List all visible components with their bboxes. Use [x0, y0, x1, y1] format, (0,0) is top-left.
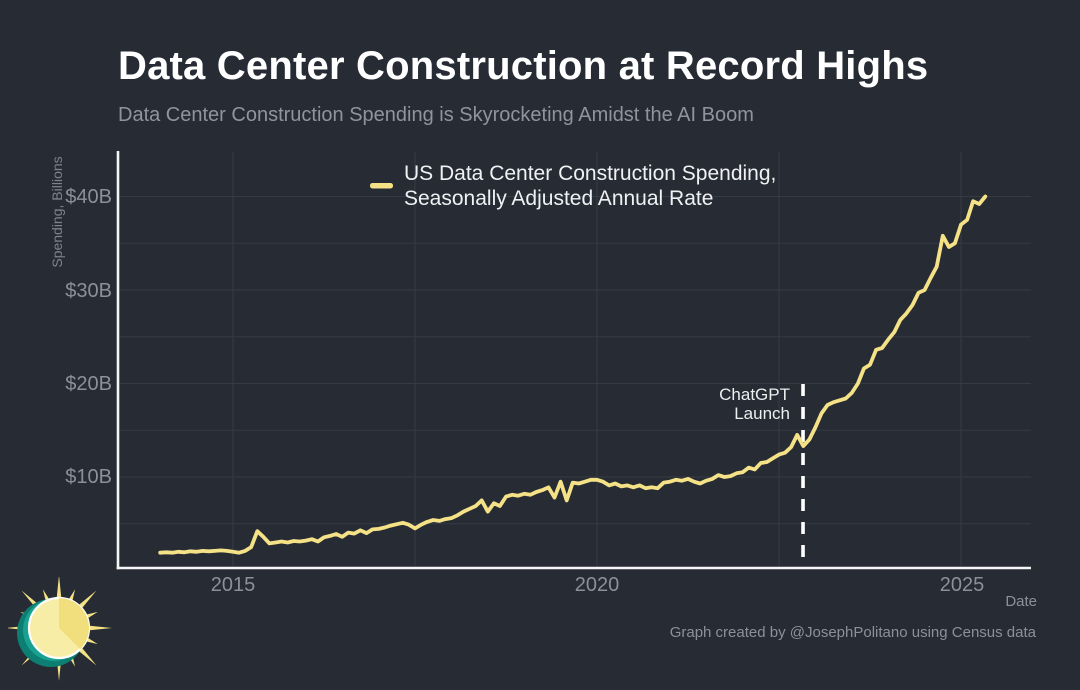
- y-tick-40b: $40B: [65, 186, 112, 208]
- legend-swatch: [370, 183, 393, 189]
- x-axis-label: Date: [1005, 593, 1037, 610]
- legend-label-line2: Seasonally Adjusted Annual Rate: [404, 187, 714, 210]
- x-tick-2020: 2020: [574, 574, 620, 596]
- y-tick-30b: $30B: [65, 280, 112, 302]
- credit-text: Graph created by @JosephPolitano using C…: [669, 624, 1036, 641]
- annotation-line2: Launch: [734, 404, 790, 423]
- legend-label: US Data Center Construction Spending, Se…: [404, 161, 776, 211]
- sun-logo-icon: [8, 577, 112, 681]
- y-tick-10b: $10B: [65, 466, 112, 488]
- y-axis-label: Spending, Billions: [49, 156, 65, 268]
- spending-series-line: [158, 194, 988, 555]
- chart-subtitle: Data Center Construction Spending is Sky…: [118, 104, 754, 126]
- y-tick-20b: $20B: [65, 373, 112, 395]
- chatgpt-launch-annotation: ChatGPT Launch: [719, 385, 790, 423]
- sun-disc-wedge: [59, 598, 90, 650]
- annotation-line1: ChatGPT: [719, 385, 790, 404]
- x-tick-2025: 2025: [939, 574, 985, 596]
- chart-title: Data Center Construction at Record Highs: [118, 44, 929, 88]
- x-tick-2015: 2015: [210, 574, 256, 596]
- legend-label-line1: US Data Center Construction Spending,: [404, 162, 777, 185]
